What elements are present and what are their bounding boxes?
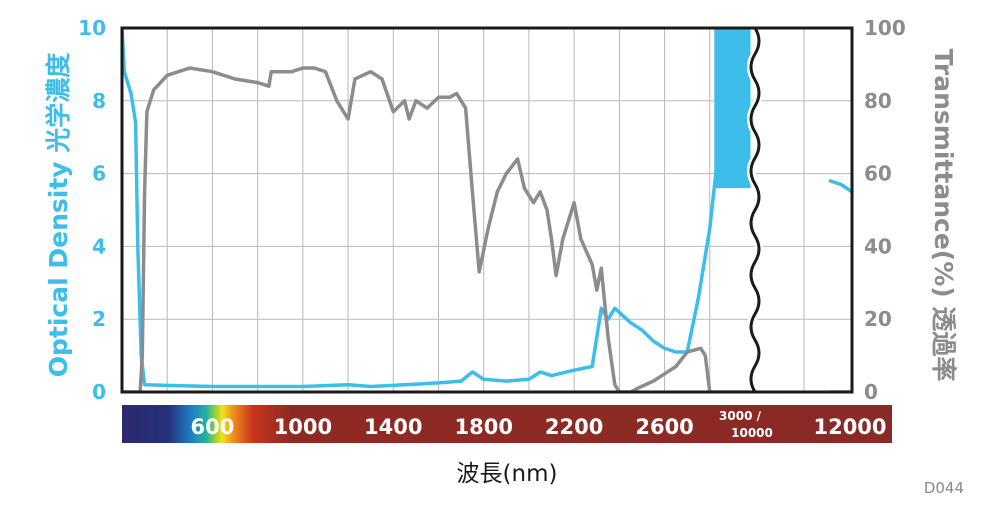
x-scale-label: 2600 xyxy=(635,415,693,439)
y-tick-label-right: 20 xyxy=(864,307,892,331)
y-tick-label-right: 0 xyxy=(864,380,878,404)
product-code: D044 xyxy=(923,479,964,497)
wavelength-spectrum-bar xyxy=(122,405,892,443)
x-scale-label: 1400 xyxy=(364,415,422,439)
series-line xyxy=(122,66,757,392)
series-optical-density xyxy=(122,28,852,389)
x-scale-label: 2200 xyxy=(545,415,603,439)
y-tick-label-right: 80 xyxy=(864,89,892,113)
plot-frame xyxy=(120,26,854,394)
y-tick-label-right: 40 xyxy=(864,234,892,258)
x-scale-label: 1000 xyxy=(274,415,332,439)
y-tick-label-left: 2 xyxy=(92,307,106,331)
series-transmittance xyxy=(122,66,852,392)
x-scale-label: 10000 xyxy=(731,426,773,440)
x-scale-label: 12000 xyxy=(813,415,886,439)
x-scale-label: 1800 xyxy=(454,415,512,439)
y-tick-label-left: 10 xyxy=(78,16,106,40)
y-axis-title-left: Optical Density 光学濃度 xyxy=(44,53,73,378)
y-tick-label-left: 6 xyxy=(92,162,106,186)
y-tick-label-left: 8 xyxy=(92,89,106,113)
y-axis-title-right: Transmittance(%) 透過率 xyxy=(929,49,958,382)
x-axis-title: 波長(nm) xyxy=(457,461,558,487)
y-tick-label-left: 4 xyxy=(92,234,106,258)
series-dense-band xyxy=(714,28,751,189)
axis-break-marker xyxy=(749,27,761,393)
x-scale-label: 3000 / xyxy=(719,409,762,423)
series-line xyxy=(122,28,757,389)
x-scale-label: 600 xyxy=(191,415,235,439)
y-tick-label-right: 100 xyxy=(864,16,906,40)
series-line-after-break xyxy=(828,179,852,194)
y-tick-label-right: 60 xyxy=(864,162,892,186)
y-tick-label-left: 0 xyxy=(92,380,106,404)
